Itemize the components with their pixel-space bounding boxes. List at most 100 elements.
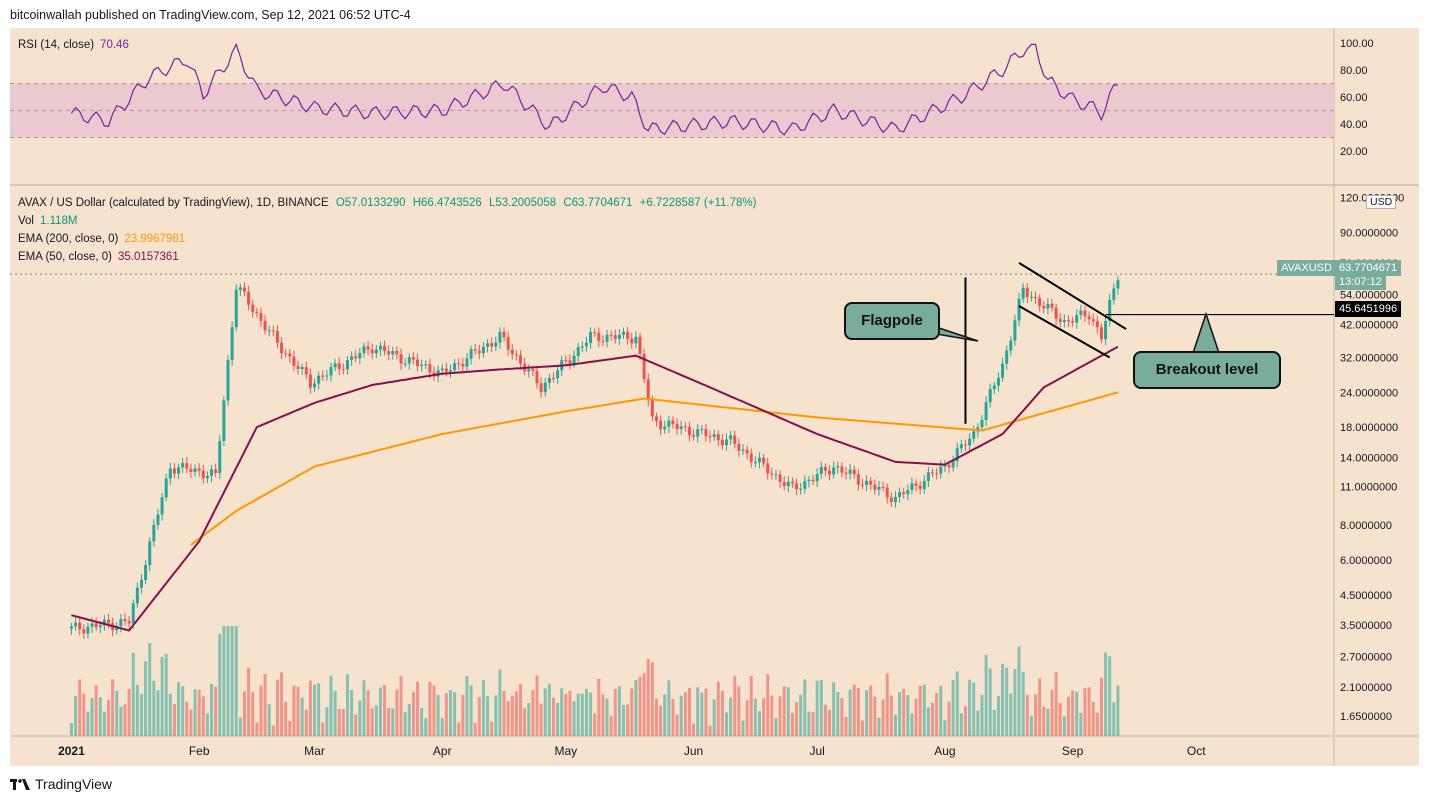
ohlc-change: +6.7228587 (+11.78%): [639, 197, 757, 209]
volume-bar: [786, 687, 790, 736]
candle-body: [943, 464, 947, 467]
candle-body: [543, 382, 547, 393]
volume-bar: [193, 689, 197, 736]
volume-bar: [955, 671, 959, 736]
volume-bar: [218, 633, 222, 736]
volume-bar: [889, 695, 893, 736]
candle-body: [222, 400, 226, 441]
candle-body: [284, 353, 288, 355]
candle-body: [321, 375, 325, 377]
price-tick-label: 4.5000000: [1340, 590, 1392, 602]
volume-bar: [609, 715, 613, 736]
volume-bar: [675, 714, 679, 736]
volume-bar: [968, 679, 972, 736]
volume-bar: [494, 695, 498, 736]
volume-bar: [696, 687, 700, 736]
candle-body: [885, 487, 889, 498]
price-tick-label: 3.5000000: [1340, 620, 1392, 632]
volume-bar: [102, 711, 106, 736]
volume-bar: [90, 698, 94, 736]
flag-channel-line: [1018, 262, 1127, 330]
volume-bar: [749, 676, 753, 736]
chart-svg[interactable]: 100.0080.0060.0040.0020.00120.000000090.…: [10, 28, 1419, 766]
volume-bar: [803, 679, 807, 736]
volume-bar: [1095, 712, 1099, 736]
candle-body: [1034, 296, 1038, 298]
price-tick-label: 6.0000000: [1340, 555, 1392, 567]
volume-bar: [251, 691, 255, 736]
symbol-legend: AVAX / US Dollar (calculated by TradingV…: [18, 197, 756, 209]
candle-body: [889, 497, 893, 503]
candle-body: [296, 365, 300, 370]
volume-bar: [358, 700, 362, 736]
rsi-tick-label: 100.00: [1340, 38, 1374, 50]
candle-body: [210, 469, 214, 476]
candle-body: [164, 478, 168, 498]
candle-body: [1013, 320, 1017, 341]
candle-body: [972, 431, 976, 439]
volume-bar: [807, 711, 811, 736]
candle-body: [605, 334, 609, 342]
candle-body: [770, 473, 774, 475]
volume-bar: [980, 694, 984, 736]
ohlc-close: C63.7704671: [563, 197, 633, 209]
candle-body: [510, 349, 514, 355]
volume-bar: [341, 709, 345, 736]
candle-body: [1029, 296, 1033, 298]
candle-body: [502, 331, 506, 338]
price-tick-label: 8.0000000: [1340, 520, 1392, 532]
volume-bar: [613, 688, 617, 736]
candle-body: [358, 353, 362, 359]
candle-body: [712, 434, 716, 437]
volume-bar: [963, 706, 967, 736]
candle-body: [819, 466, 823, 475]
candle-body: [790, 481, 794, 484]
candle-body: [696, 429, 700, 437]
ema50-legend: EMA (50, close, 0) 35.0157361: [18, 251, 179, 263]
volume-bar: [852, 684, 856, 736]
volume-bar: [799, 694, 803, 736]
volume-bar: [123, 704, 127, 736]
volume-bar: [951, 679, 955, 736]
candle-body: [803, 481, 807, 489]
candle-body: [667, 420, 671, 427]
volume-bar: [634, 679, 638, 736]
volume-bar: [597, 678, 601, 736]
volume-bar: [391, 708, 395, 736]
candle-body: [1021, 287, 1025, 299]
volume-bar: [593, 713, 597, 736]
candle-body: [576, 347, 580, 356]
ohlc-open: O57.0133290: [335, 197, 406, 209]
candle-body: [568, 360, 572, 364]
volume-bar: [741, 720, 745, 736]
candle-body: [378, 345, 382, 350]
volume-bar: [720, 690, 724, 736]
volume-bar: [840, 697, 844, 736]
candle-body: [131, 603, 135, 624]
ema50-value: 35.0157361: [117, 251, 179, 263]
volume-bar: [387, 708, 391, 736]
candle-body: [840, 466, 844, 473]
volume-bar: [564, 693, 568, 736]
candle-body: [362, 346, 366, 354]
candle-body: [107, 619, 111, 624]
candle-body: [465, 358, 469, 367]
volume-bar: [580, 693, 584, 736]
breakout-callout: Breakout level: [1133, 351, 1281, 389]
candle-body: [683, 426, 687, 428]
volume-bar: [1058, 703, 1062, 736]
volume-bar: [638, 676, 642, 736]
candle-body: [350, 356, 354, 361]
candle-body: [424, 364, 428, 366]
volume-bar: [399, 676, 403, 736]
candle-body: [725, 439, 729, 446]
candle-body: [341, 369, 345, 371]
volume-bar: [230, 626, 234, 736]
volume-bar: [885, 673, 889, 736]
volume-bar: [774, 718, 778, 736]
candle-body: [383, 345, 387, 352]
candle-body: [234, 289, 238, 328]
volume-bar: [1075, 691, 1079, 736]
candle-body: [844, 472, 848, 474]
candle-body: [795, 483, 799, 489]
